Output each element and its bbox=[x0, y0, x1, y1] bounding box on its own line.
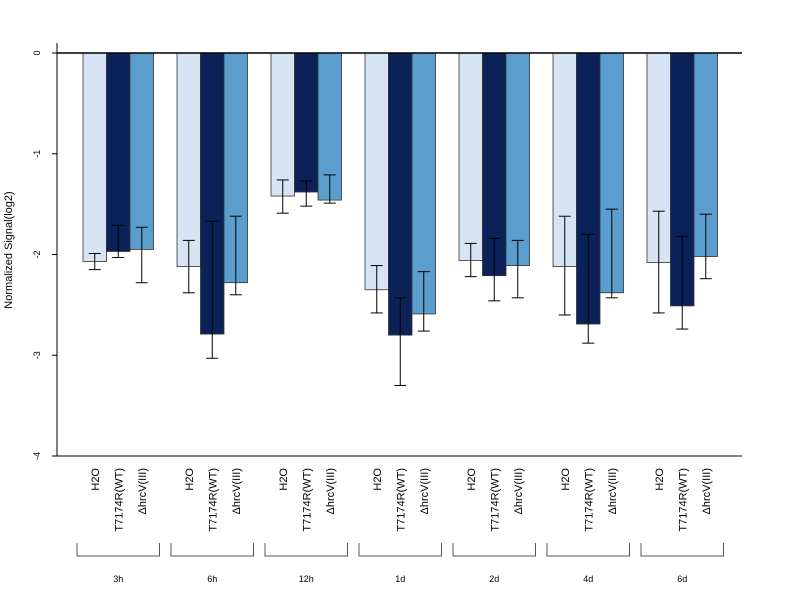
group-label: 6h bbox=[207, 574, 217, 584]
group-label: 1d bbox=[395, 574, 405, 584]
x-tick-labels: H2O T7174R(WT) ΔhrcV(III) H2O T7174R(WT) Δhrc… bbox=[90, 468, 713, 532]
group-bracket bbox=[640, 543, 724, 557]
y-axis-label: Normalized Signal(log2) bbox=[3, 191, 15, 308]
bar bbox=[129, 52, 154, 250]
series-tick-label: ΔhrcV(III) bbox=[325, 468, 337, 514]
group-bracket bbox=[170, 543, 254, 557]
group-bracket bbox=[546, 543, 630, 557]
group-bracket bbox=[76, 543, 160, 557]
error-bars bbox=[88, 174, 712, 386]
series-tick-label: H2O bbox=[184, 468, 196, 491]
bar bbox=[106, 52, 131, 252]
bar bbox=[364, 52, 389, 291]
y-tick-label: -1 bbox=[32, 150, 42, 158]
y-tick-label: 0 bbox=[32, 50, 42, 55]
y-tick-label: -4 bbox=[32, 452, 42, 460]
group-label: 4d bbox=[583, 574, 593, 584]
bars bbox=[82, 52, 718, 336]
series-tick-label: T7174R(WT) bbox=[489, 468, 501, 532]
series-tick-label: T7174R(WT) bbox=[207, 468, 219, 532]
series-tick-label: T7174R(WT) bbox=[113, 468, 125, 532]
series-tick-label: H2O bbox=[560, 468, 572, 491]
series-tick-label: T7174R(WT) bbox=[301, 468, 313, 532]
group-bracket bbox=[452, 543, 536, 557]
y-tick-label: -3 bbox=[32, 351, 42, 359]
axes: 0 -1 -2 -3 -4 bbox=[32, 43, 742, 460]
series-tick-label: T7174R(WT) bbox=[583, 468, 595, 532]
series-tick-label: ΔhrcV(III) bbox=[607, 468, 619, 514]
bar bbox=[388, 52, 413, 336]
bar bbox=[270, 52, 295, 197]
series-tick-label: ΔhrcV(III) bbox=[513, 468, 525, 514]
series-tick-label: T7174R(WT) bbox=[395, 468, 407, 532]
series-tick-label: ΔhrcV(III) bbox=[419, 468, 431, 514]
y-tick-label: -2 bbox=[32, 250, 42, 258]
series-tick-label: ΔhrcV(III) bbox=[231, 468, 243, 514]
series-tick-label: ΔhrcV(III) bbox=[137, 468, 149, 514]
series-tick-label: H2O bbox=[90, 468, 102, 491]
bar bbox=[176, 52, 201, 267]
group-label: 12h bbox=[299, 574, 314, 584]
bar bbox=[505, 52, 530, 266]
series-tick-label: H2O bbox=[372, 468, 384, 491]
group-label: 3h bbox=[113, 574, 123, 584]
group-bracket bbox=[358, 543, 442, 557]
series-tick-label: H2O bbox=[466, 468, 478, 491]
bar bbox=[458, 52, 483, 261]
bar bbox=[82, 52, 107, 262]
series-tick-label: ΔhrcV(III) bbox=[701, 468, 713, 514]
series-tick-label: T7174R(WT) bbox=[677, 468, 689, 532]
group-brackets: 3h 6h 12h 1d 2d 4d 6d bbox=[76, 543, 724, 584]
group-label: 6d bbox=[677, 574, 687, 584]
series-tick-label: H2O bbox=[654, 468, 666, 491]
group-label: 2d bbox=[489, 574, 499, 584]
bar bbox=[294, 52, 319, 193]
group-bracket bbox=[264, 543, 348, 557]
series-tick-label: H2O bbox=[278, 468, 290, 491]
